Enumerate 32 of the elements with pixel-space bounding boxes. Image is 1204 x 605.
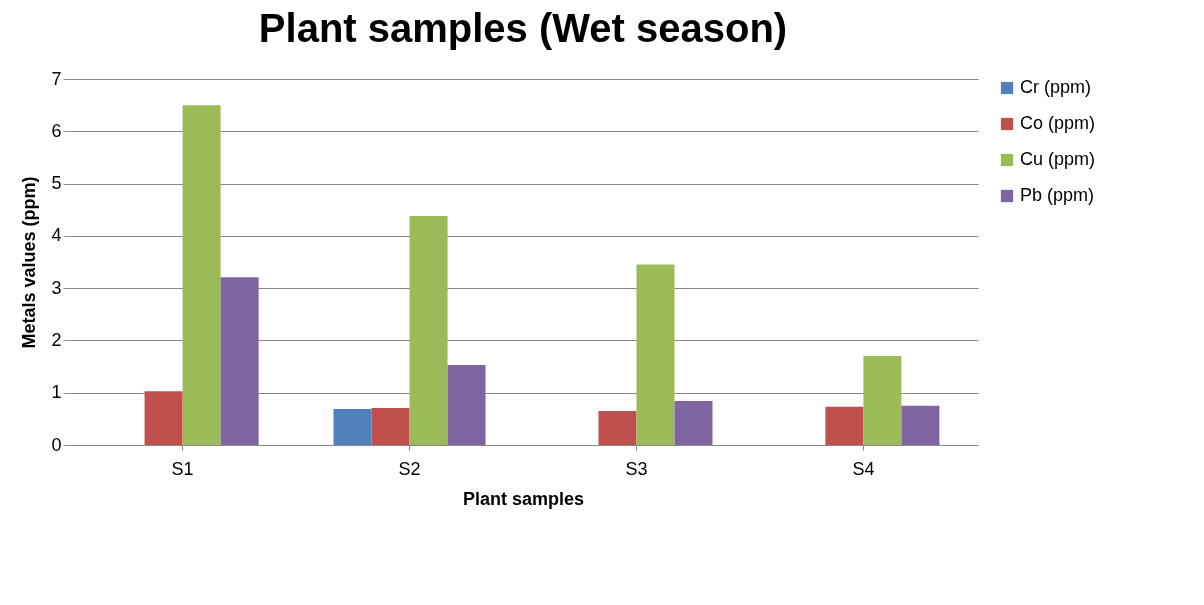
bar xyxy=(144,391,183,445)
bar xyxy=(371,407,410,445)
bar xyxy=(825,406,864,445)
bar xyxy=(409,215,448,445)
bar xyxy=(220,277,259,445)
bar xyxy=(636,264,675,445)
legend-label: Cu (ppm) xyxy=(1020,149,1096,169)
y-tick-label: 1 xyxy=(51,382,62,403)
y-tick-label: 0 xyxy=(51,434,62,455)
bar xyxy=(674,401,713,445)
y-axis-title: Metals values (ppm) xyxy=(19,176,40,349)
legend-label: Cr (ppm) xyxy=(1020,77,1091,97)
x-tick-label: S1 xyxy=(171,458,194,479)
x-tick-label: S3 xyxy=(625,458,648,479)
y-tick-label: 4 xyxy=(51,225,62,246)
x-axis-title: Plant samples xyxy=(462,488,585,509)
y-tick-label: 7 xyxy=(51,68,62,89)
bar xyxy=(598,411,637,445)
y-tick-label: 2 xyxy=(51,329,62,350)
bar xyxy=(182,105,221,445)
legend-label: Co (ppm) xyxy=(1020,113,1096,133)
bar xyxy=(333,408,372,445)
x-tick-label: S2 xyxy=(398,458,421,479)
bar xyxy=(901,405,940,445)
y-tick-label: 5 xyxy=(51,173,62,194)
chart-title: Plant samples (Wet season) xyxy=(258,6,788,50)
bar xyxy=(863,356,902,445)
y-tick-label: 3 xyxy=(51,277,62,298)
y-tick-label: 6 xyxy=(51,120,62,141)
x-tick-label: S4 xyxy=(852,458,875,479)
bar xyxy=(447,365,486,445)
legend-label: Pb (ppm) xyxy=(1020,185,1095,205)
